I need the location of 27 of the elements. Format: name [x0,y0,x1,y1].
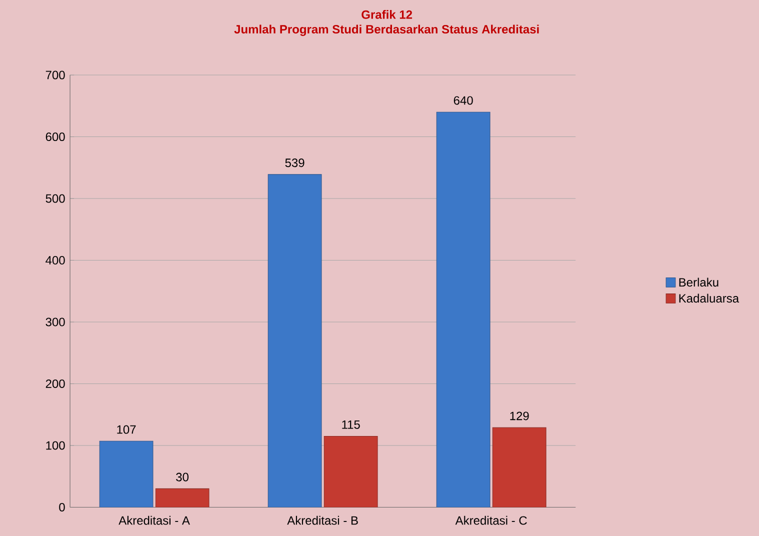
y-tick-label: 600 [46,132,65,141]
y-tick-label: 300 [46,318,65,326]
bar [436,112,490,508]
x-tick-label: Akreditasi - C [455,516,527,525]
data-label: 30 [176,472,189,482]
legend-label: Kadaluarsa [679,294,740,303]
y-tick-label: 0 [59,502,65,512]
data-label: 129 [510,412,529,420]
data-label: 107 [117,425,136,434]
legend-label: Berlaku [679,278,718,286]
bar [99,440,154,508]
x-tick-label: Akreditasi - A [118,516,190,525]
chart-subtitle: Jumlah Program Studi Berdasarkan Status Akreditasi [234,24,539,36]
chart-title: Grafik 12 [362,10,412,19]
y-tick-label: 200 [46,379,65,388]
bar [324,436,378,508]
bar [268,174,322,508]
x-tick-label: Akreditasi - B [287,516,358,525]
data-label: 539 [285,158,304,167]
y-tick-label: 100 [46,441,65,450]
bar [155,488,210,508]
bar [492,427,546,508]
data-label: 640 [454,96,473,105]
y-tick-label: 500 [46,194,65,203]
data-label: 115 [342,420,360,429]
y-tick-label: 700 [46,70,65,80]
y-tick-label: 400 [46,256,65,264]
